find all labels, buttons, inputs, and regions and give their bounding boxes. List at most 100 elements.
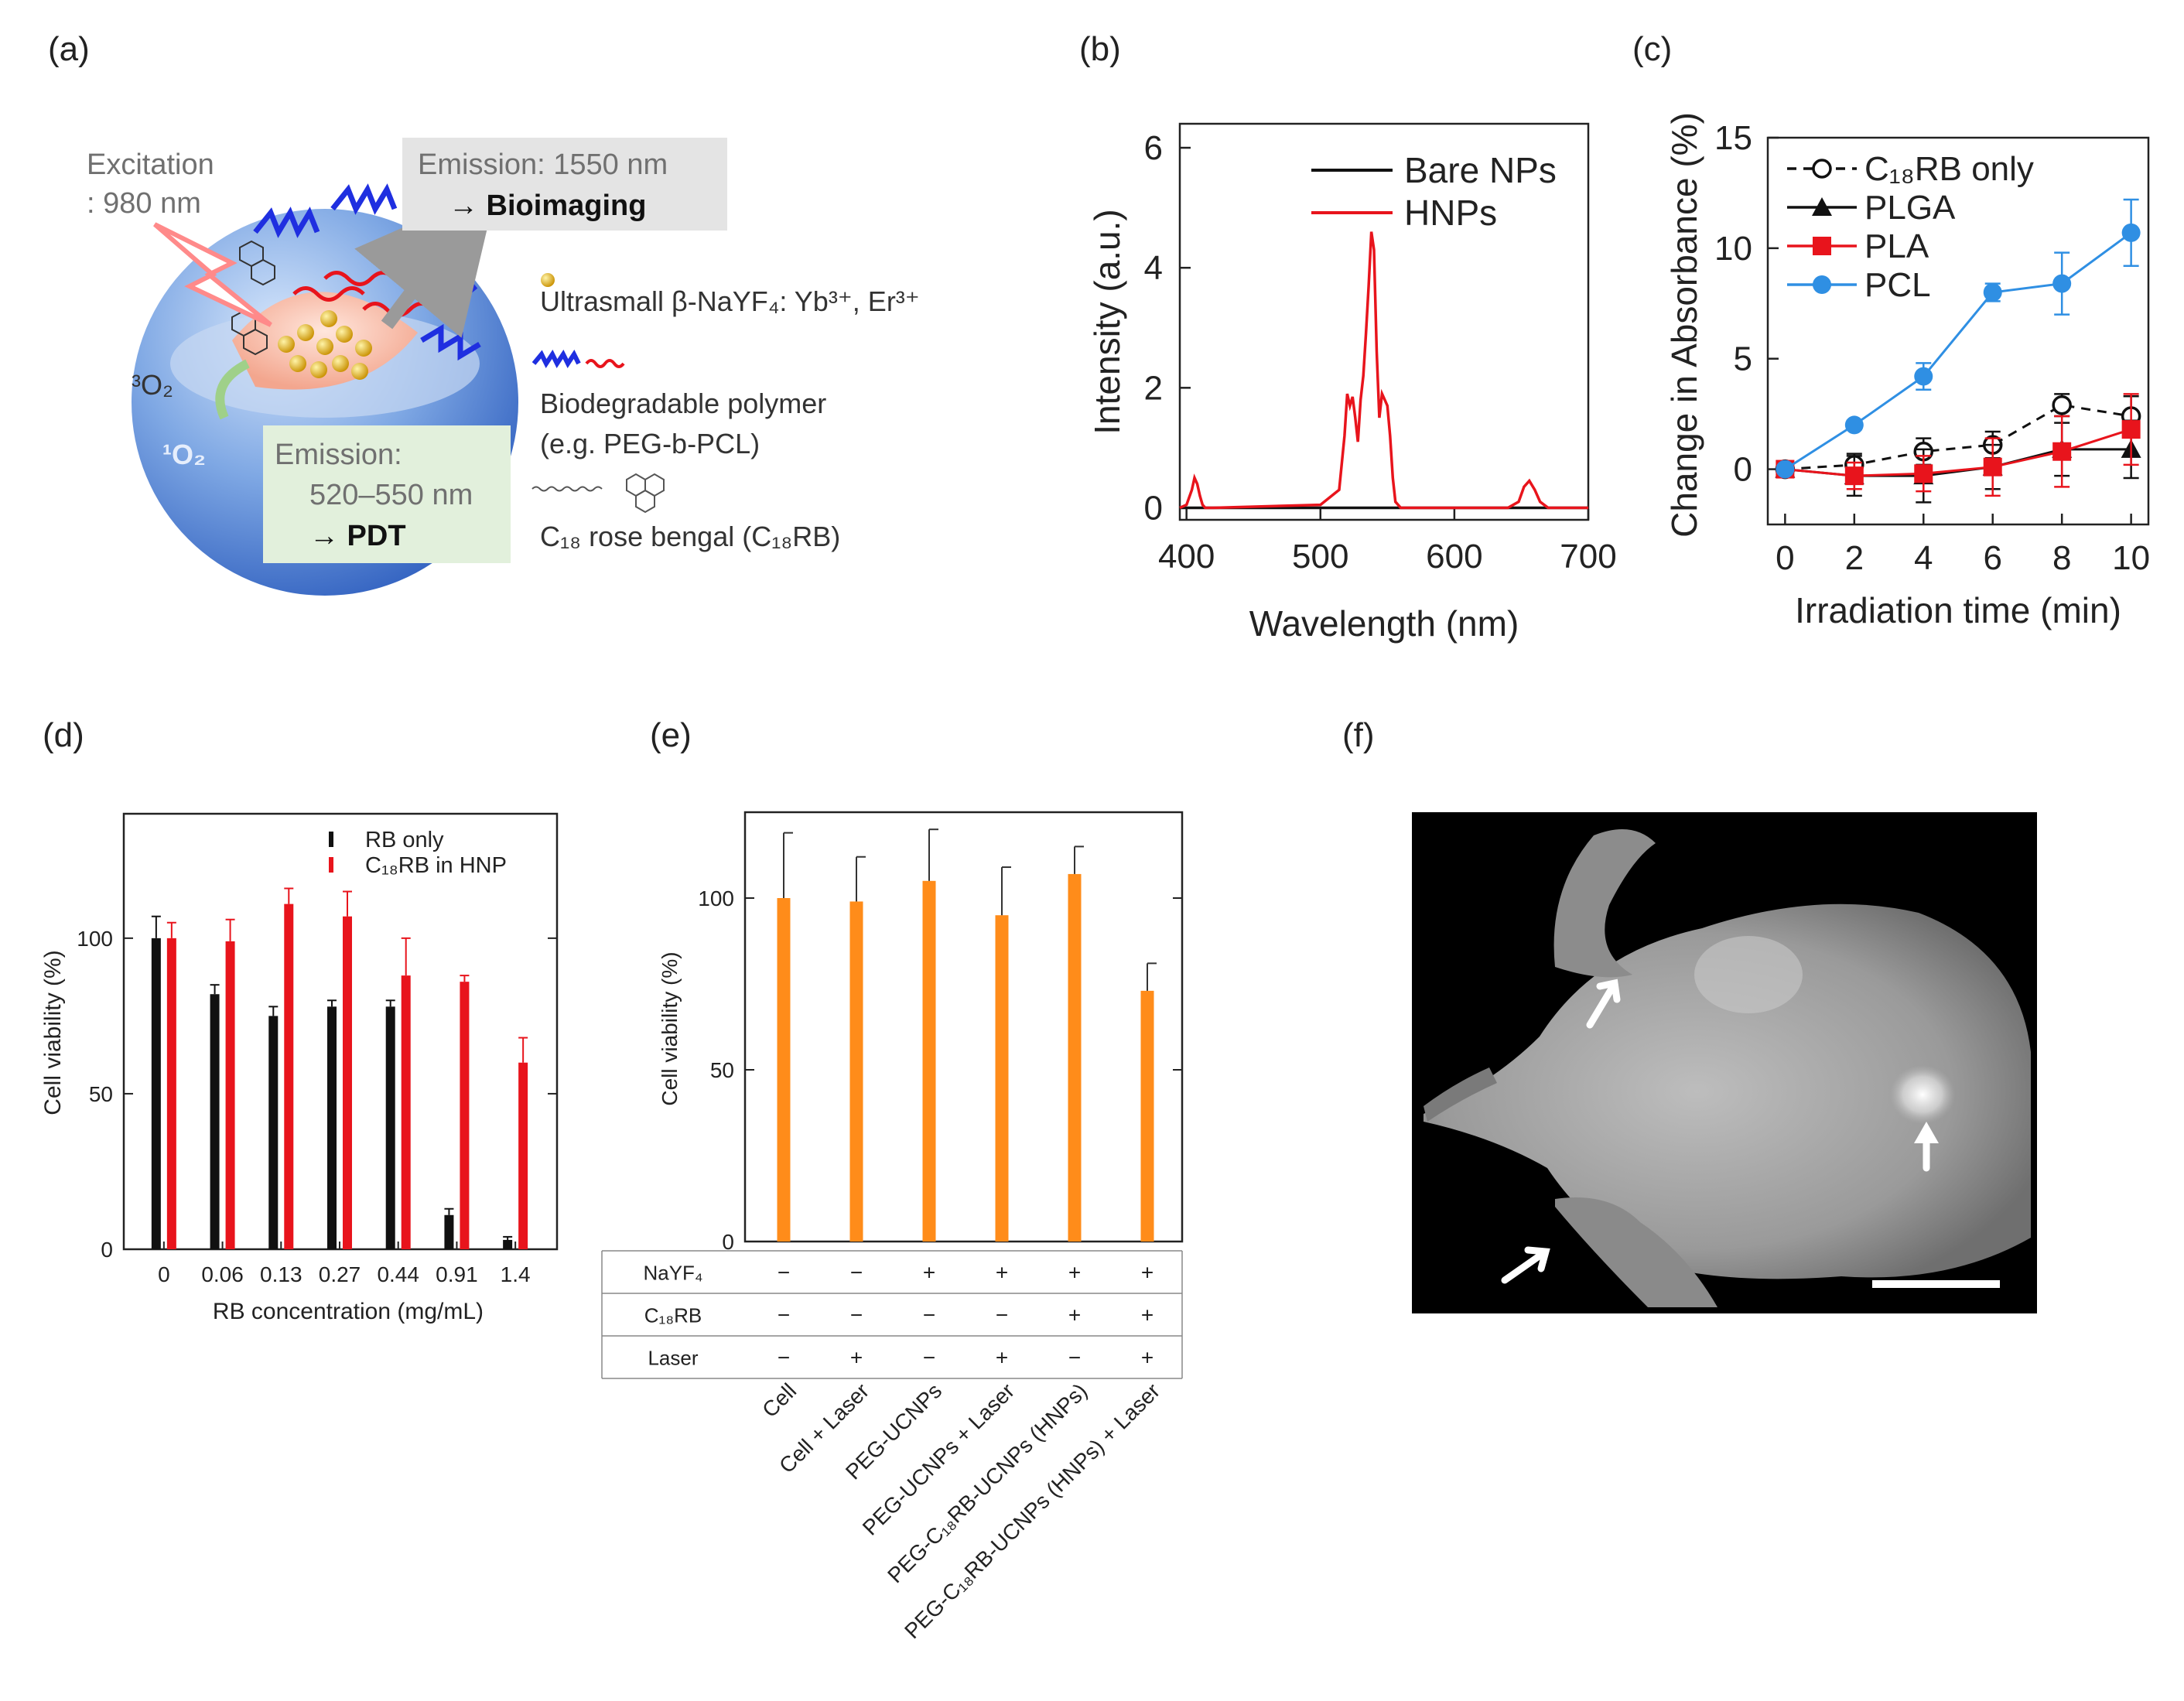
table-cell: +	[1068, 1303, 1081, 1327]
y-tick-label: 50	[710, 1058, 734, 1082]
series-line	[1784, 231, 2132, 470]
bar	[503, 1239, 513, 1249]
x-axis-label: Wavelength (nm)	[1249, 603, 1519, 644]
arrow-tumor-head-icon	[1914, 1122, 1939, 1143]
y-axis-label: Cell viability (%)	[658, 951, 682, 1105]
bar	[268, 1016, 279, 1249]
excitation-wavelength: : 980 nm	[87, 187, 201, 220]
excitation-label: Excitation	[87, 149, 214, 181]
x-tick-label: 600	[1426, 538, 1482, 576]
x-tick-label: 8	[2052, 539, 2071, 577]
emission-1550-label: Emission: 1550 nm	[418, 149, 668, 181]
bar	[777, 898, 791, 1242]
data-point	[2121, 223, 2141, 242]
y-tick-label: 0	[1144, 489, 1163, 527]
y-tick-label: 15	[1714, 119, 1752, 157]
plot-frame	[743, 811, 1184, 1243]
table-cell: +	[1141, 1346, 1154, 1370]
bar	[922, 880, 936, 1242]
nanoparticle-legend-label: Ultrasmall β-NaYF₄: Yb³⁺, Er³⁺	[540, 285, 920, 317]
bar	[518, 1062, 528, 1249]
data-point	[2052, 274, 2072, 293]
x-axis-label: Irradiation time (min)	[1795, 590, 2121, 630]
x-tick-label: 0	[158, 1262, 170, 1286]
panel-label-f: (f)	[1342, 716, 1375, 754]
x-tick-label: 0	[1776, 539, 1794, 577]
x-tick-label: 400	[1158, 538, 1215, 576]
polymer-legend-example: (e.g. PEG-b-PCL)	[540, 428, 760, 459]
legend-label: PLA	[1864, 227, 1929, 265]
y-tick-label: 6	[1144, 129, 1163, 167]
data-point	[1983, 457, 2002, 476]
data-point	[1844, 466, 1864, 486]
pdt-emission-box	[263, 425, 511, 563]
data-point	[1812, 159, 1832, 179]
x-axis-label: RB concentration (mg/mL)	[213, 1299, 484, 1324]
table-cell: −	[1068, 1346, 1081, 1370]
x-tick-label: 0.44	[377, 1262, 419, 1286]
triplet-oxygen-label: ³O₂	[132, 369, 173, 401]
data-point	[2052, 442, 2072, 461]
mouse-body	[1424, 903, 2031, 1279]
data-point	[1776, 459, 1795, 479]
table-cell: +	[1068, 1261, 1081, 1285]
arrow-lower-paw-icon	[1501, 1249, 1547, 1284]
y-tick-label: 5	[1734, 340, 1752, 378]
table-cell: +	[1141, 1261, 1154, 1285]
y-tick-label: 50	[89, 1082, 113, 1106]
table-cell: −	[850, 1261, 863, 1285]
table-cell: +	[923, 1261, 935, 1285]
y-tick-label: 0	[101, 1238, 113, 1262]
bar	[151, 938, 161, 1249]
panel-label-c: (c)	[1632, 30, 1672, 68]
nanoparticle-legend-icon	[541, 273, 555, 287]
x-tick-label: 0.27	[319, 1262, 361, 1286]
rose-bengal-legend-icon	[626, 473, 665, 514]
legend-swatch	[329, 857, 333, 873]
table-cell: −	[778, 1303, 790, 1327]
mouse-forepaw-upper	[1553, 829, 1656, 978]
emission-arrow-icon	[354, 186, 497, 338]
x-tick-label: 0.91	[436, 1262, 478, 1286]
rose-bengal-molecules	[231, 240, 275, 356]
bar	[284, 903, 294, 1249]
y-tick-label: 100	[77, 927, 113, 951]
data-point	[1844, 415, 1864, 435]
bar	[444, 1214, 454, 1249]
legend-label: PLGA	[1864, 189, 1956, 227]
cell-viability-treatment-chart: 0 50 100 NaYF₄ − − + + + + C₁₈RB − − − − + + Laser − + − + − +…	[601, 811, 1184, 1643]
table-cell: −	[996, 1303, 1008, 1327]
x-tick-label: 500	[1292, 538, 1348, 576]
y-axis-label: Cell viability (%)	[40, 950, 66, 1115]
table-cell: −	[923, 1303, 935, 1327]
x-tick-label: 2	[1845, 539, 1864, 577]
bar	[225, 941, 235, 1249]
emission-pdt-label: Emission:	[275, 439, 402, 471]
bar	[343, 916, 352, 1249]
panel-label-e: (e)	[650, 716, 692, 754]
series-line	[1785, 428, 2132, 477]
data-point	[1914, 367, 1933, 386]
scale-bar	[1872, 1280, 2000, 1288]
table-cell: −	[778, 1261, 790, 1285]
arrow-upper-paw-icon	[1586, 982, 1617, 1029]
y-tick-label: 10	[1714, 230, 1752, 268]
y-tick-label: 2	[1144, 369, 1163, 407]
body-glow	[1694, 936, 1803, 1013]
schematic-panel-a: Excitation : 980 nm Emission: 1550 nm → …	[87, 138, 920, 596]
data-point	[2052, 395, 2072, 415]
table-cell: −	[850, 1303, 863, 1327]
bar	[166, 938, 176, 1249]
rose-bengal-legend-label: C₁₈ rose bengal (C₁₈RB)	[540, 521, 840, 552]
gold-nanoparticles	[278, 310, 372, 380]
polymer-legend-label: Biodegradable polymer	[540, 388, 826, 419]
oxygen-arrow-icon	[215, 359, 250, 420]
plot-frame	[1766, 136, 2150, 526]
table-cell: +	[996, 1346, 1008, 1370]
plot-frame	[122, 812, 559, 1251]
legend-label: RB only	[365, 828, 444, 852]
data-point	[1812, 197, 1832, 216]
bar	[401, 975, 411, 1249]
data-point	[2121, 420, 2141, 439]
